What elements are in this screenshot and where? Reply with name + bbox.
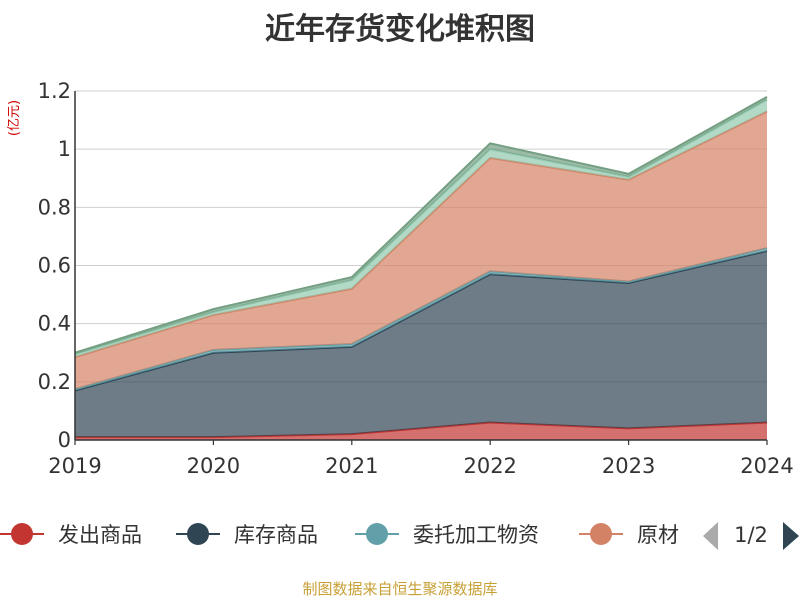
x-tick-label: 2023 <box>602 454 655 478</box>
area-layer <box>74 95 768 440</box>
legend-marker <box>590 523 612 545</box>
legend-label: 发出商品 <box>58 523 142 547</box>
area-series-1 <box>75 250 767 438</box>
legend-item[interactable]: 原材 <box>579 523 679 547</box>
area-series-3 <box>75 111 767 390</box>
x-tick-label: 2019 <box>48 454 101 478</box>
series-line-5 <box>74 95 768 354</box>
legend-marker <box>11 523 33 545</box>
x-tick-label: 2022 <box>463 454 516 478</box>
legend-item[interactable]: 库存商品 <box>176 523 318 547</box>
x-tick-label: 2024 <box>740 454 793 478</box>
legend-label: 原材 <box>637 523 679 547</box>
y-tick-label: 0.4 <box>38 312 71 336</box>
y-tick-label: 0 <box>58 428 71 452</box>
x-tick-label: 2020 <box>187 454 240 478</box>
legend-prev-icon[interactable] <box>703 522 718 550</box>
y-tick-label: 0.2 <box>38 370 71 394</box>
chart-title: 近年存货变化堆积图 <box>265 12 535 47</box>
source-note: 制图数据来自恒生聚源数据库 <box>302 580 498 598</box>
y-tick-label: 0.8 <box>38 195 71 219</box>
legend-label: 库存商品 <box>234 523 318 547</box>
area-series-0 <box>75 422 767 440</box>
axis-layer: 0 0.2 0.4 0.6 0.8 1 1.2 2019 2020 2021 2022 2023 202… <box>38 79 794 478</box>
y-tick-label: 1.2 <box>38 79 71 103</box>
series-line-2 <box>74 247 768 391</box>
y-tick-label: 0.6 <box>38 254 71 278</box>
legend-label: 委托加工物资 <box>413 523 539 547</box>
y-axis-label: (亿元) <box>7 100 22 136</box>
legend-marker <box>187 523 209 545</box>
legend: 发出商品 库存商品 委托加工物资 原材 1/2 <box>0 522 799 550</box>
x-tick-label: 2021 <box>325 454 378 478</box>
legend-page-indicator: 1/2 <box>734 523 768 547</box>
legend-next-icon[interactable] <box>783 522 799 550</box>
legend-item[interactable]: 委托加工物资 <box>355 523 539 547</box>
legend-item[interactable]: 发出商品 <box>0 523 142 547</box>
y-tick-label: 1 <box>58 137 71 161</box>
legend-marker <box>366 523 388 545</box>
